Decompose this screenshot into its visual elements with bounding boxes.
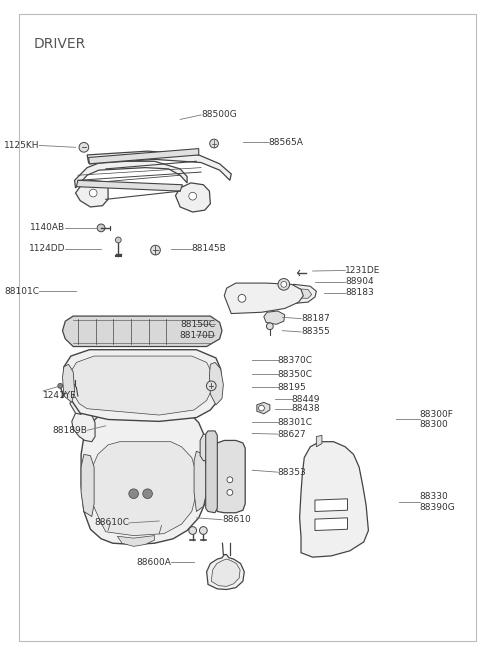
Text: 88500G: 88500G bbox=[201, 111, 237, 119]
Text: 88355: 88355 bbox=[301, 328, 330, 337]
Text: 88301C: 88301C bbox=[278, 417, 313, 426]
Polygon shape bbox=[72, 411, 95, 441]
Text: 1125KH: 1125KH bbox=[4, 141, 39, 150]
Text: 1124DD: 1124DD bbox=[29, 244, 65, 253]
Text: 88353: 88353 bbox=[278, 468, 307, 477]
Circle shape bbox=[143, 489, 153, 498]
Text: 1140AB: 1140AB bbox=[30, 223, 65, 233]
Text: 88904: 88904 bbox=[345, 277, 374, 286]
Text: 88610: 88610 bbox=[222, 515, 251, 524]
Polygon shape bbox=[81, 455, 94, 517]
Text: 88145B: 88145B bbox=[192, 244, 227, 253]
Text: 88195: 88195 bbox=[278, 383, 307, 392]
Polygon shape bbox=[62, 364, 74, 402]
Polygon shape bbox=[75, 180, 108, 207]
Polygon shape bbox=[81, 407, 206, 544]
Circle shape bbox=[189, 193, 196, 200]
Text: 88189B: 88189B bbox=[52, 426, 87, 435]
Polygon shape bbox=[87, 151, 231, 180]
Polygon shape bbox=[315, 499, 348, 512]
Text: 88565A: 88565A bbox=[268, 138, 303, 147]
Polygon shape bbox=[74, 161, 187, 188]
Circle shape bbox=[281, 282, 287, 288]
Polygon shape bbox=[62, 316, 222, 346]
Circle shape bbox=[206, 381, 216, 391]
Polygon shape bbox=[257, 402, 270, 414]
Polygon shape bbox=[224, 283, 303, 314]
Circle shape bbox=[200, 527, 207, 534]
Text: 88300F
88300: 88300F 88300 bbox=[420, 410, 454, 429]
Circle shape bbox=[79, 143, 89, 152]
Circle shape bbox=[115, 237, 121, 243]
Polygon shape bbox=[209, 362, 223, 405]
Text: 88101C: 88101C bbox=[4, 287, 39, 296]
Text: DRIVER: DRIVER bbox=[34, 37, 86, 51]
Polygon shape bbox=[315, 518, 348, 531]
Polygon shape bbox=[206, 431, 217, 513]
Circle shape bbox=[210, 139, 218, 148]
Circle shape bbox=[238, 295, 246, 302]
Polygon shape bbox=[176, 183, 210, 212]
Circle shape bbox=[97, 224, 105, 232]
Polygon shape bbox=[278, 284, 316, 303]
Polygon shape bbox=[282, 288, 312, 298]
Text: 1241YE: 1241YE bbox=[43, 391, 77, 400]
Polygon shape bbox=[64, 350, 222, 421]
Text: 88627: 88627 bbox=[278, 430, 306, 439]
Text: 88187: 88187 bbox=[301, 314, 330, 323]
Text: 1231DE: 1231DE bbox=[345, 266, 381, 275]
Text: 88183: 88183 bbox=[345, 288, 374, 297]
Polygon shape bbox=[118, 536, 155, 546]
Text: 88350C: 88350C bbox=[278, 370, 313, 379]
Text: 88438: 88438 bbox=[292, 404, 320, 413]
Circle shape bbox=[278, 278, 289, 290]
Polygon shape bbox=[200, 434, 216, 460]
Text: 88330
88390G: 88330 88390G bbox=[420, 493, 456, 512]
Circle shape bbox=[151, 245, 160, 255]
Text: 88610C: 88610C bbox=[94, 518, 129, 527]
Text: 88150C: 88150C bbox=[180, 320, 215, 329]
Circle shape bbox=[189, 527, 196, 534]
Circle shape bbox=[227, 477, 233, 483]
Polygon shape bbox=[300, 441, 369, 557]
Polygon shape bbox=[211, 559, 240, 586]
Polygon shape bbox=[316, 436, 322, 447]
Circle shape bbox=[58, 383, 62, 388]
Polygon shape bbox=[90, 441, 196, 536]
Circle shape bbox=[89, 189, 97, 197]
Polygon shape bbox=[194, 451, 206, 512]
Polygon shape bbox=[76, 180, 182, 191]
Polygon shape bbox=[264, 311, 285, 324]
Text: 88600A: 88600A bbox=[136, 558, 171, 567]
Text: 88370C: 88370C bbox=[278, 356, 313, 365]
Polygon shape bbox=[88, 149, 199, 164]
Circle shape bbox=[129, 489, 138, 498]
Polygon shape bbox=[70, 356, 213, 415]
Polygon shape bbox=[206, 555, 244, 590]
Circle shape bbox=[227, 489, 233, 495]
Polygon shape bbox=[70, 396, 84, 415]
Text: 88170D: 88170D bbox=[180, 331, 215, 340]
Polygon shape bbox=[215, 440, 245, 513]
Circle shape bbox=[259, 405, 264, 411]
Circle shape bbox=[266, 323, 273, 329]
Text: 88449: 88449 bbox=[292, 395, 320, 403]
